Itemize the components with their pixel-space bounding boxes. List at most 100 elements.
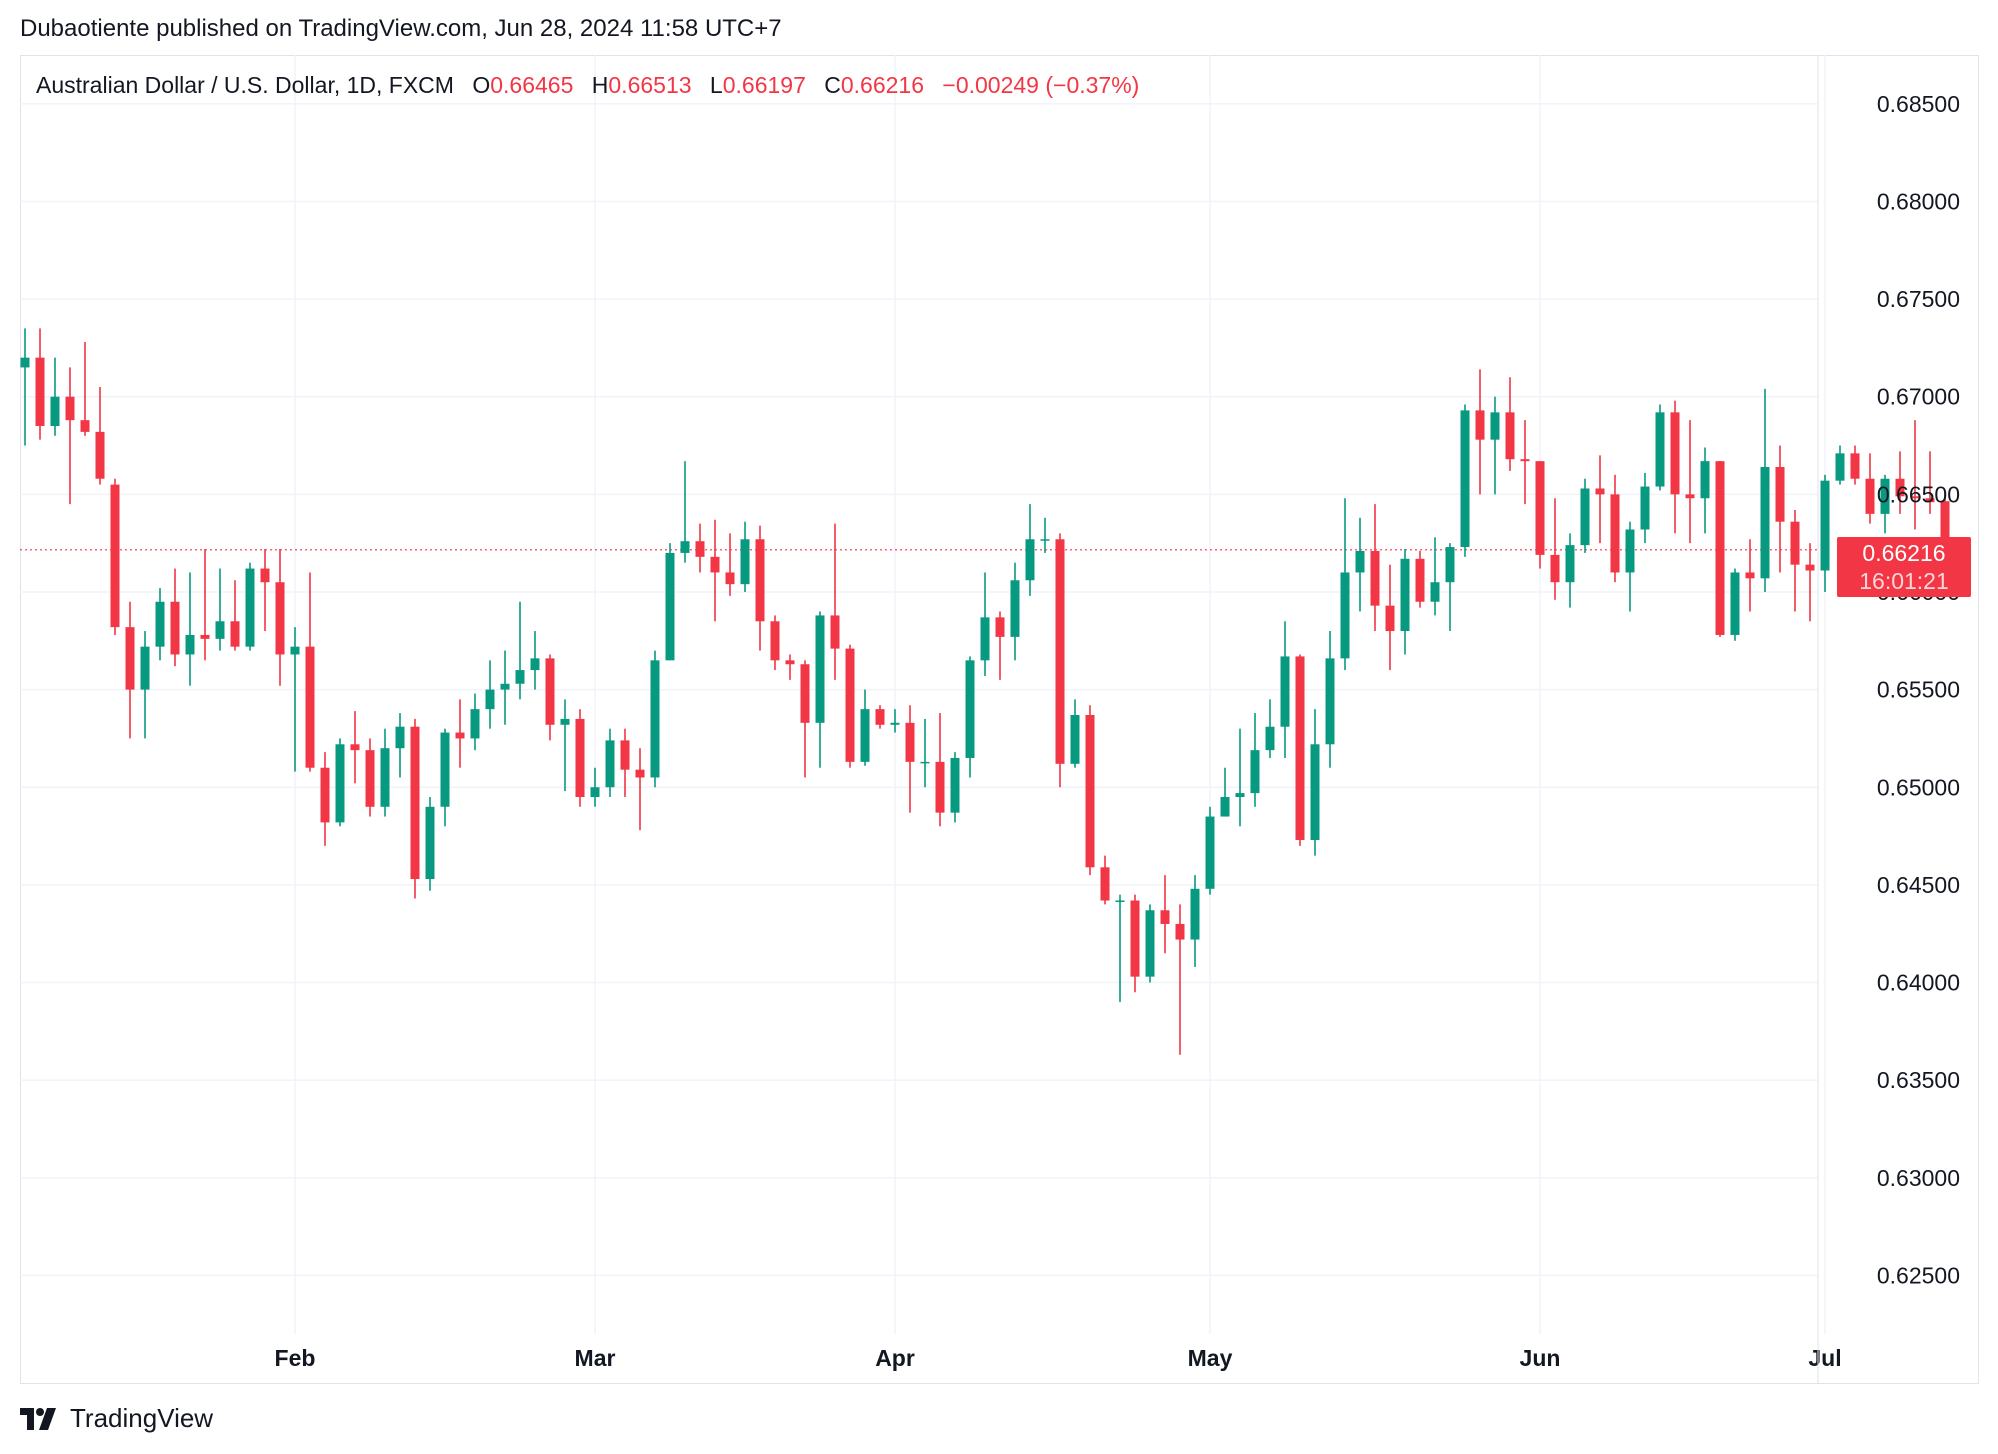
candle	[1535, 461, 1545, 569]
candle-body	[1070, 715, 1080, 764]
candle-body	[1700, 461, 1710, 499]
candle	[125, 601, 135, 739]
candle-body	[1310, 744, 1320, 840]
tradingview-brand[interactable]: TradingView	[20, 1403, 213, 1434]
candle	[335, 738, 345, 827]
candle-body	[1520, 459, 1530, 462]
candle	[845, 644, 855, 768]
candle	[995, 611, 1005, 680]
candle	[200, 549, 210, 661]
open-value: 0.66465	[490, 72, 574, 98]
candle-body	[1100, 867, 1110, 901]
candle	[1370, 504, 1380, 632]
y-tick-label: 0.62500	[1877, 1262, 1960, 1288]
candle	[1040, 517, 1050, 553]
candle	[1280, 621, 1290, 758]
candle	[890, 709, 900, 733]
y-tick-label: 0.68500	[1877, 91, 1960, 117]
candle	[155, 588, 165, 661]
tradingview-logo-icon	[20, 1407, 56, 1430]
x-tick-label: Feb	[275, 1345, 316, 1371]
candle	[1130, 894, 1140, 993]
candle	[1595, 455, 1605, 544]
candle	[905, 705, 915, 813]
candle-body	[410, 726, 420, 880]
candle-body	[995, 617, 1005, 637]
candle	[500, 650, 510, 725]
candle-body	[1490, 412, 1500, 440]
candle-body	[1535, 461, 1545, 555]
candle-body	[1295, 656, 1305, 840]
candle	[650, 650, 660, 788]
candle	[110, 478, 120, 635]
y-tick-label: 0.64500	[1877, 872, 1960, 898]
candle	[35, 328, 45, 440]
candle	[470, 693, 480, 751]
candle-body	[920, 761, 930, 764]
candle	[1055, 533, 1065, 788]
candle	[710, 519, 720, 622]
candle-body	[1340, 572, 1350, 659]
candle-body	[200, 634, 210, 639]
candle	[1475, 369, 1485, 495]
symbol-title[interactable]: Australian Dollar / U.S. Dollar, 1D, FXC…	[36, 72, 454, 98]
candle	[1730, 568, 1740, 641]
candle	[1235, 728, 1245, 827]
candle-body	[1280, 656, 1290, 727]
candle	[1805, 543, 1815, 622]
candle	[1700, 447, 1710, 534]
y-tick-label: 0.68000	[1877, 188, 1960, 214]
candle	[665, 543, 675, 661]
candle-body	[1550, 554, 1560, 583]
candle-body	[1415, 558, 1425, 602]
candle	[740, 521, 750, 592]
candle-body	[620, 740, 630, 770]
candle-body	[1925, 498, 1935, 503]
candle	[830, 523, 840, 680]
candle-body	[695, 541, 705, 557]
candle-body	[710, 556, 720, 573]
candle-body	[935, 761, 945, 813]
candle-body	[380, 748, 390, 807]
candle	[1085, 705, 1095, 876]
candle	[980, 572, 990, 676]
candle-body	[950, 757, 960, 813]
candle	[260, 549, 270, 632]
candle-body	[1730, 572, 1740, 635]
candle	[935, 713, 945, 827]
candle-body	[1595, 488, 1605, 495]
candle	[875, 705, 885, 729]
candle	[785, 654, 795, 680]
candle-body	[1565, 545, 1575, 583]
candle	[1145, 904, 1155, 983]
candle-body	[1940, 501, 1950, 550]
candle	[1025, 504, 1035, 596]
candle	[245, 562, 255, 651]
candle-body	[530, 658, 540, 671]
candle-body	[185, 634, 195, 655]
candle-body	[1175, 923, 1185, 940]
candle	[1910, 420, 1920, 530]
candle	[1610, 474, 1620, 583]
chart-frame	[20, 55, 1979, 1384]
candle	[1760, 388, 1770, 592]
candle-body	[860, 709, 870, 762]
candle	[575, 709, 585, 807]
candle	[1415, 550, 1425, 608]
candle-body	[1685, 494, 1695, 499]
candle-body	[800, 664, 810, 723]
candle-body	[725, 572, 735, 585]
candle-body	[1145, 910, 1155, 977]
candle	[1775, 445, 1785, 573]
candle-body	[830, 615, 840, 649]
change-value: −0.00249 (−0.37%)	[942, 72, 1140, 98]
high-value: 0.66513	[608, 72, 692, 98]
candle-body	[770, 621, 780, 661]
candle	[320, 752, 330, 846]
candle-body	[260, 568, 270, 583]
candle	[305, 572, 315, 772]
candle-body	[560, 718, 570, 725]
candle	[425, 797, 435, 891]
candle-body	[1850, 453, 1860, 479]
